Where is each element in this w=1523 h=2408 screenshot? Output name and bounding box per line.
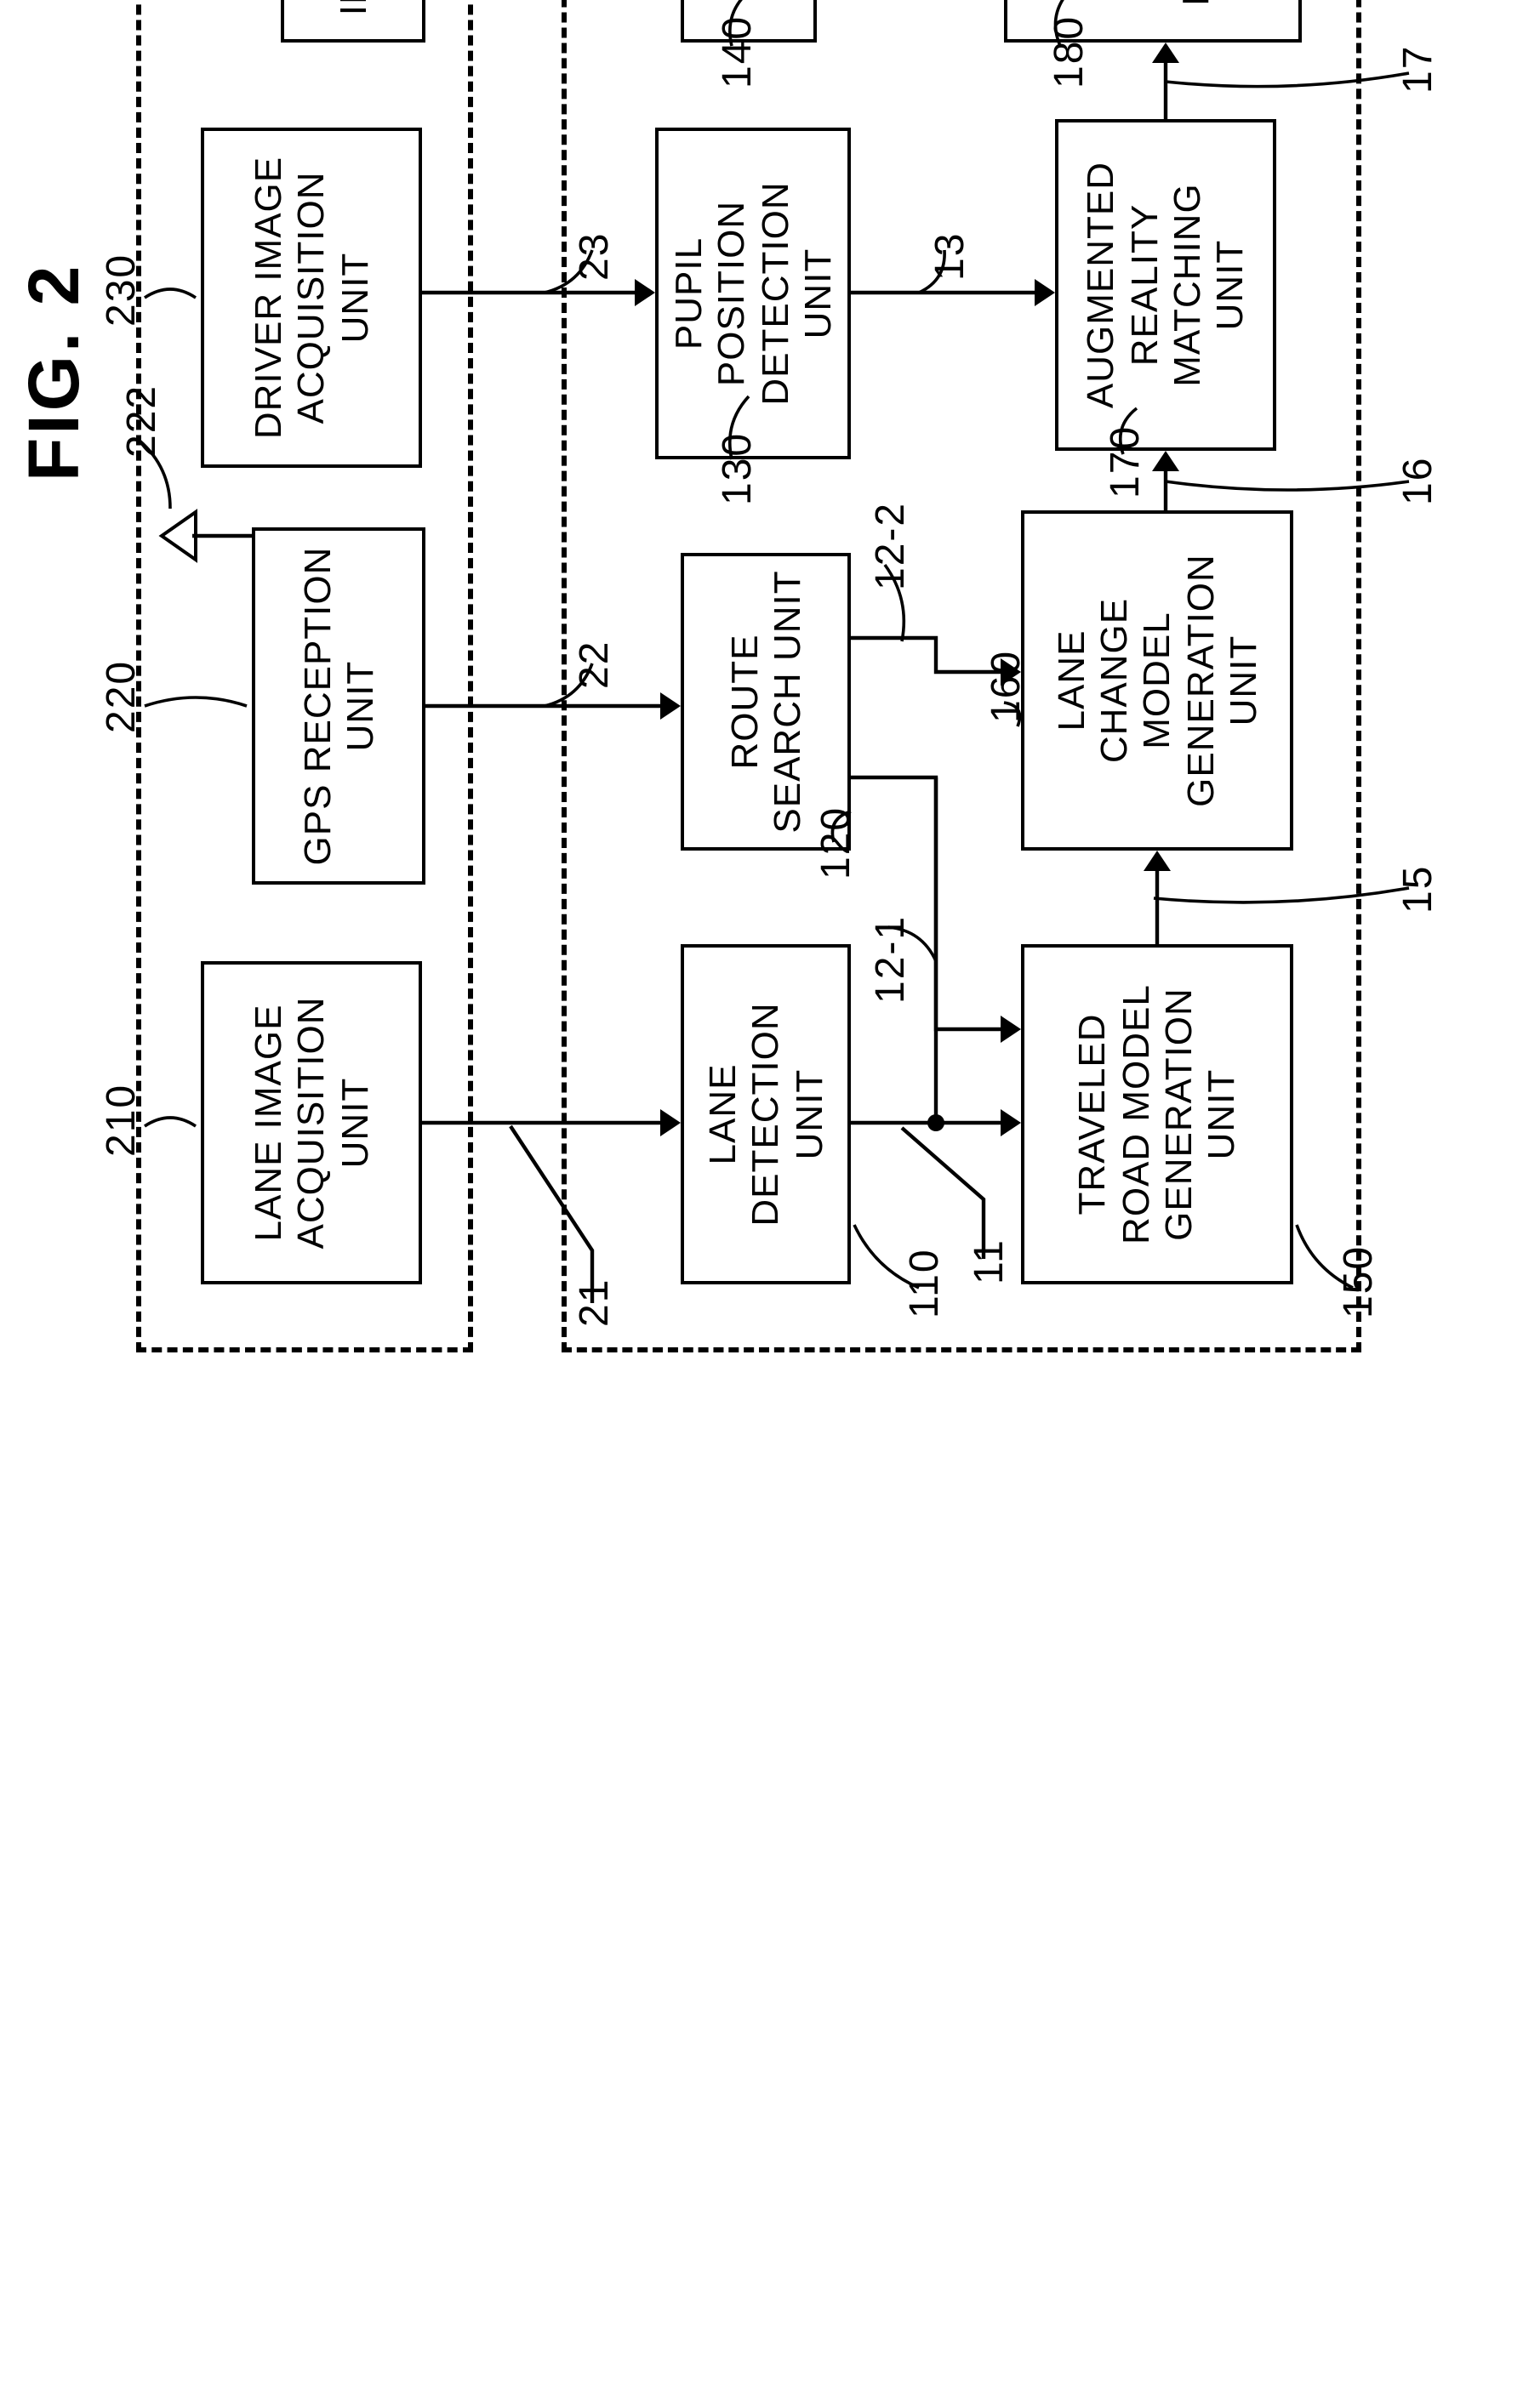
- box-label: PUPIL POSITION DETECTION UNIT: [667, 141, 839, 446]
- box-label: LANE CHANGE MODEL GENERATION UNIT: [1050, 524, 1265, 837]
- ref-15: 15: [1395, 865, 1443, 914]
- ref-12-1: 12-1: [868, 915, 916, 1004]
- box-gps-reception: GPS RECEPTION UNIT: [252, 527, 425, 885]
- ref-17: 17: [1395, 45, 1443, 94]
- ref-11: 11: [967, 1238, 1014, 1284]
- box-pupil-detection: PUPIL POSITION DETECTION UNIT: [655, 128, 851, 459]
- ref-110: 110: [902, 1248, 950, 1318]
- ref-16: 16: [1395, 457, 1443, 505]
- box-lane-image-acq: LANE IMAGE ACQUISITION UNIT: [201, 961, 422, 1284]
- box-ar-matching: AUGMENTED REALITY MATCHING UNIT: [1055, 119, 1276, 451]
- box-driver-image-acq: DRIVER IMAGE ACQUISITION UNIT: [201, 128, 422, 468]
- ref-160: 160: [984, 650, 1031, 723]
- ref-220: 220: [99, 660, 146, 733]
- box-input-unit: INPUT UNIT: [281, 0, 425, 43]
- ref-150: 150: [1336, 1245, 1383, 1318]
- box-label: GPS RECEPTION UNIT: [295, 547, 381, 866]
- ref-230: 230: [99, 253, 146, 327]
- box-lane-detection: LANE DETECTION UNIT: [681, 944, 851, 1284]
- ref-120: 120: [813, 806, 861, 880]
- ref-210: 210: [99, 1084, 146, 1157]
- figure-title: FIG. 2: [14, 263, 95, 481]
- box-label: DRIVER IMAGE ACQUISITION UNIT: [247, 157, 376, 439]
- box-label: AUGMENTED REALITY GRAPHIC PROCESSING UNI…: [1046, 0, 1261, 6]
- ref-21: 21: [572, 1278, 619, 1327]
- box-label: LANE IMAGE ACQUISITION UNIT: [247, 997, 376, 1250]
- box-label: AUGMENTED REALITY MATCHING UNIT: [1080, 133, 1252, 437]
- ref-180: 180: [1047, 15, 1094, 88]
- ref-23: 23: [572, 232, 619, 281]
- box-label: INPUT UNIT: [332, 0, 375, 15]
- ref-13: 13: [927, 232, 975, 281]
- figure-canvas: FIG. 2 LANE IMAGE ACQUISITION UNIT GPS R…: [0, 0, 1523, 1523]
- ref-222: 222: [119, 384, 167, 458]
- ref-140: 140: [715, 15, 762, 88]
- box-label: ROUTE SEARCH UNIT: [722, 570, 808, 833]
- ref-12-2: 12-2: [868, 502, 916, 590]
- ref-170: 170: [1103, 425, 1150, 498]
- box-label: TRAVELED ROAD MODEL GENERATION UNIT: [1071, 984, 1243, 1244]
- box-label: LANE DETECTION UNIT: [701, 958, 830, 1271]
- box-lane-change-model: LANE CHANGE MODEL GENERATION UNIT: [1021, 510, 1293, 851]
- ref-130: 130: [715, 432, 762, 505]
- box-traveled-road-model: TRAVELED ROAD MODEL GENERATION UNIT: [1021, 944, 1293, 1284]
- ref-22: 22: [572, 640, 619, 689]
